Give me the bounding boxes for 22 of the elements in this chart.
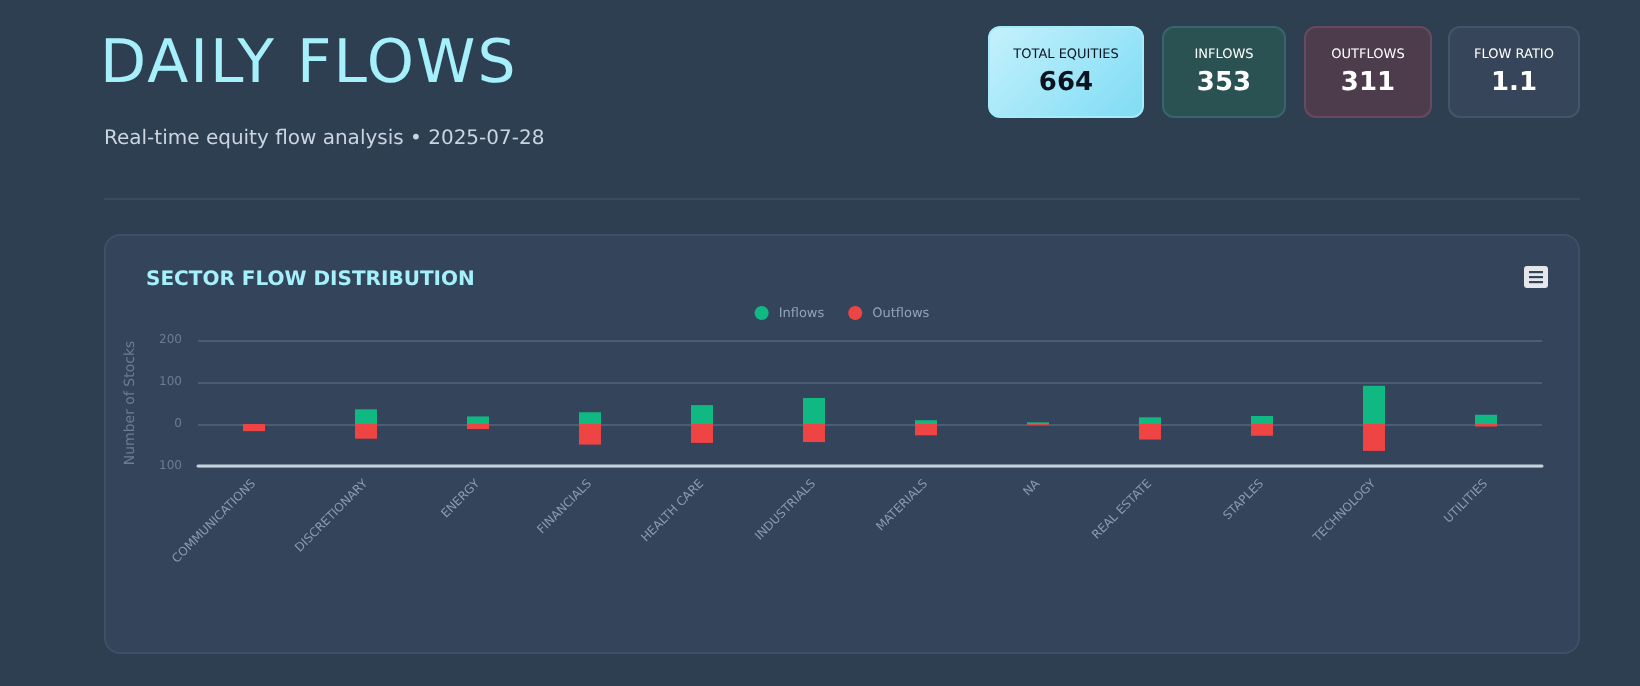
bar — [1363, 424, 1385, 451]
bar — [1251, 424, 1273, 436]
bar — [579, 412, 601, 424]
bar — [355, 424, 377, 439]
bar — [467, 416, 489, 424]
text: Real-time equity flow analysis • 2025-07-28 — [104, 128, 545, 150]
text: DAILY FLOWS — [100, 28, 518, 98]
bar — [1139, 424, 1161, 440]
bar — [467, 424, 489, 430]
bar — [1475, 414, 1497, 424]
bar — [1251, 416, 1273, 424]
bar — [579, 424, 601, 445]
bar — [803, 397, 825, 424]
chart-title: SECTOR FLOW DISTRIBUTION — [146, 269, 475, 291]
bar — [243, 424, 265, 432]
bar — [1363, 385, 1385, 424]
bar — [691, 405, 713, 424]
bar — [1139, 417, 1161, 424]
bar — [691, 424, 713, 443]
bar — [915, 424, 937, 436]
bar — [803, 424, 825, 443]
bar — [355, 409, 377, 424]
